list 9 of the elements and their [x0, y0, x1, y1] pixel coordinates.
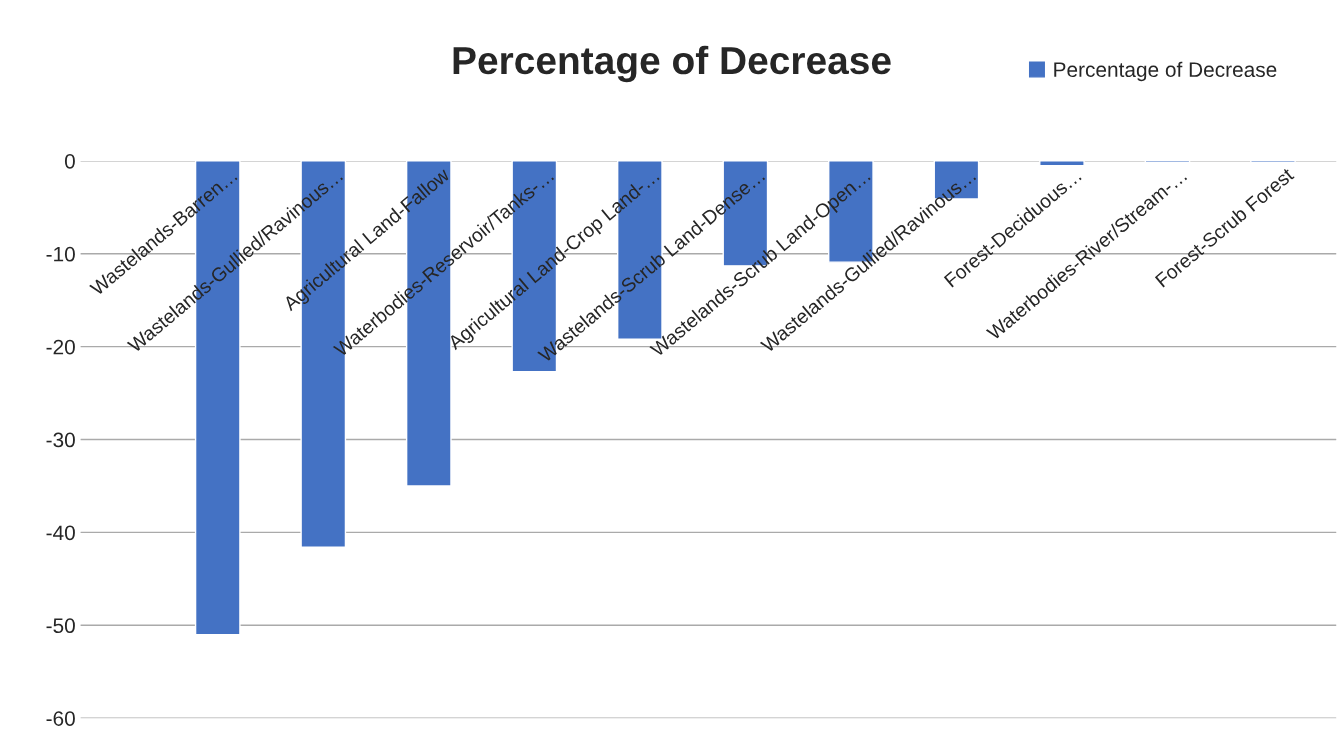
y-tick-label: -20: [46, 339, 75, 355]
y-tick-label: -60: [46, 711, 75, 726]
y-tick-label: -50: [46, 618, 75, 634]
y-tick-label: -40: [46, 525, 75, 541]
y-tick-label: 0: [64, 153, 75, 169]
chart-title: Percentage of Decrease: [453, 45, 891, 83]
legend-label: Percentage of Decrease: [1054, 61, 1277, 82]
y-tick-label: -30: [46, 432, 75, 448]
y-tick-label: -10: [46, 246, 75, 262]
